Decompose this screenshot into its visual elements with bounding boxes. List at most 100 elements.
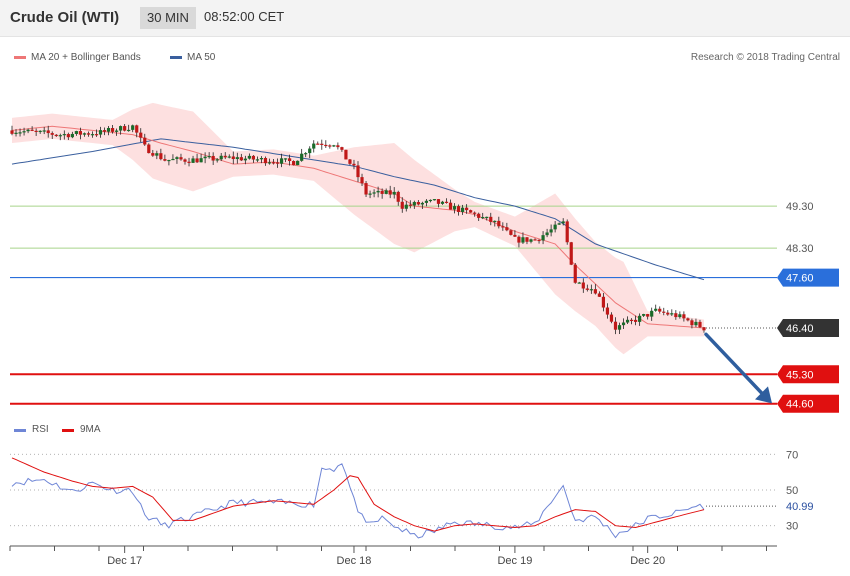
candle <box>376 186 380 198</box>
candle <box>143 133 147 146</box>
candle <box>316 141 320 145</box>
candle-body <box>698 321 702 328</box>
candle-body <box>621 322 626 326</box>
candle <box>658 306 662 314</box>
candle <box>629 318 634 325</box>
candle-body <box>171 158 175 161</box>
candle <box>26 128 30 134</box>
candle-body <box>686 318 690 321</box>
ma9-legend-label: 9MA <box>80 424 101 435</box>
candle-body <box>392 191 396 195</box>
candle <box>646 313 650 320</box>
bollinger-band <box>12 102 704 355</box>
candle-body <box>243 158 247 161</box>
candle-body <box>456 206 461 212</box>
candle-body <box>416 202 420 205</box>
candle <box>279 153 284 168</box>
candle-body <box>634 319 638 322</box>
candle <box>694 318 698 328</box>
candle-body <box>388 190 392 195</box>
candle-body <box>340 147 344 150</box>
candle <box>66 132 70 141</box>
candle <box>577 281 581 284</box>
candle <box>690 318 694 329</box>
candle <box>74 130 78 136</box>
candle <box>388 185 392 199</box>
candle <box>336 142 340 150</box>
x-tick-label: Dec 19 <box>497 555 532 567</box>
candle-body <box>561 221 565 224</box>
candle <box>432 199 437 201</box>
candle-body <box>384 190 388 194</box>
candle <box>211 152 215 165</box>
candle-body <box>115 130 119 132</box>
candle <box>424 199 428 207</box>
candle <box>159 148 163 161</box>
candle <box>465 204 469 214</box>
candle-body <box>517 236 521 243</box>
candle-body <box>14 132 18 134</box>
candle <box>529 238 533 244</box>
candle-body <box>694 321 698 326</box>
candle-body <box>74 131 78 134</box>
candle <box>151 149 155 157</box>
candle-body <box>682 314 686 319</box>
candle <box>308 146 312 159</box>
candle <box>300 148 304 162</box>
candle-body <box>408 204 412 206</box>
candle <box>384 188 388 195</box>
level-label-resistance-1: 48.30 <box>786 243 814 255</box>
candle-body <box>609 314 614 322</box>
candle-body <box>135 125 139 133</box>
candle-body <box>529 239 533 242</box>
candle <box>239 153 243 162</box>
candle <box>513 230 517 238</box>
candle-body <box>195 158 199 163</box>
candle-body <box>573 264 577 283</box>
ma20-legend-swatch <box>14 56 26 59</box>
level-label-support-2-text: 44.60 <box>786 399 814 411</box>
candle-body <box>485 216 489 219</box>
timeframe-selector[interactable]: 30 MIN <box>140 7 196 29</box>
candle-body <box>617 325 622 330</box>
candle-body <box>533 239 537 241</box>
candle <box>231 151 235 165</box>
candle-body <box>267 162 272 164</box>
candle-body <box>219 155 223 160</box>
candle <box>521 232 525 244</box>
attribution: Research © 2018 Trading Central <box>690 52 840 63</box>
candle <box>46 125 50 138</box>
candle-body <box>86 133 91 135</box>
candle <box>698 319 702 328</box>
candle-body <box>18 132 22 134</box>
candle-body <box>283 158 288 160</box>
candle <box>481 212 485 220</box>
candle-body <box>179 157 183 160</box>
candle <box>456 204 461 216</box>
candle-body <box>432 199 437 201</box>
candle <box>396 190 400 206</box>
candle <box>139 128 143 143</box>
candle-body <box>348 159 352 164</box>
candle-body <box>119 126 123 131</box>
candle <box>42 126 46 135</box>
candle <box>541 231 545 245</box>
candle <box>581 278 585 293</box>
candle-body <box>581 282 585 289</box>
candle-body <box>22 131 26 133</box>
candle-body <box>344 149 348 160</box>
candle <box>98 126 103 138</box>
candle-body <box>50 133 54 135</box>
candle <box>288 154 292 166</box>
ma20-legend-label: MA 20 + Bollinger Bands <box>31 52 141 63</box>
candle-body <box>223 155 227 158</box>
candle <box>54 134 58 137</box>
candle-body <box>501 226 505 228</box>
candle-body <box>82 133 87 135</box>
candle <box>179 153 183 161</box>
candle <box>328 144 332 149</box>
candle <box>304 152 308 158</box>
candle-body <box>159 153 163 160</box>
candle-body <box>102 130 107 132</box>
candle-body <box>678 314 682 318</box>
